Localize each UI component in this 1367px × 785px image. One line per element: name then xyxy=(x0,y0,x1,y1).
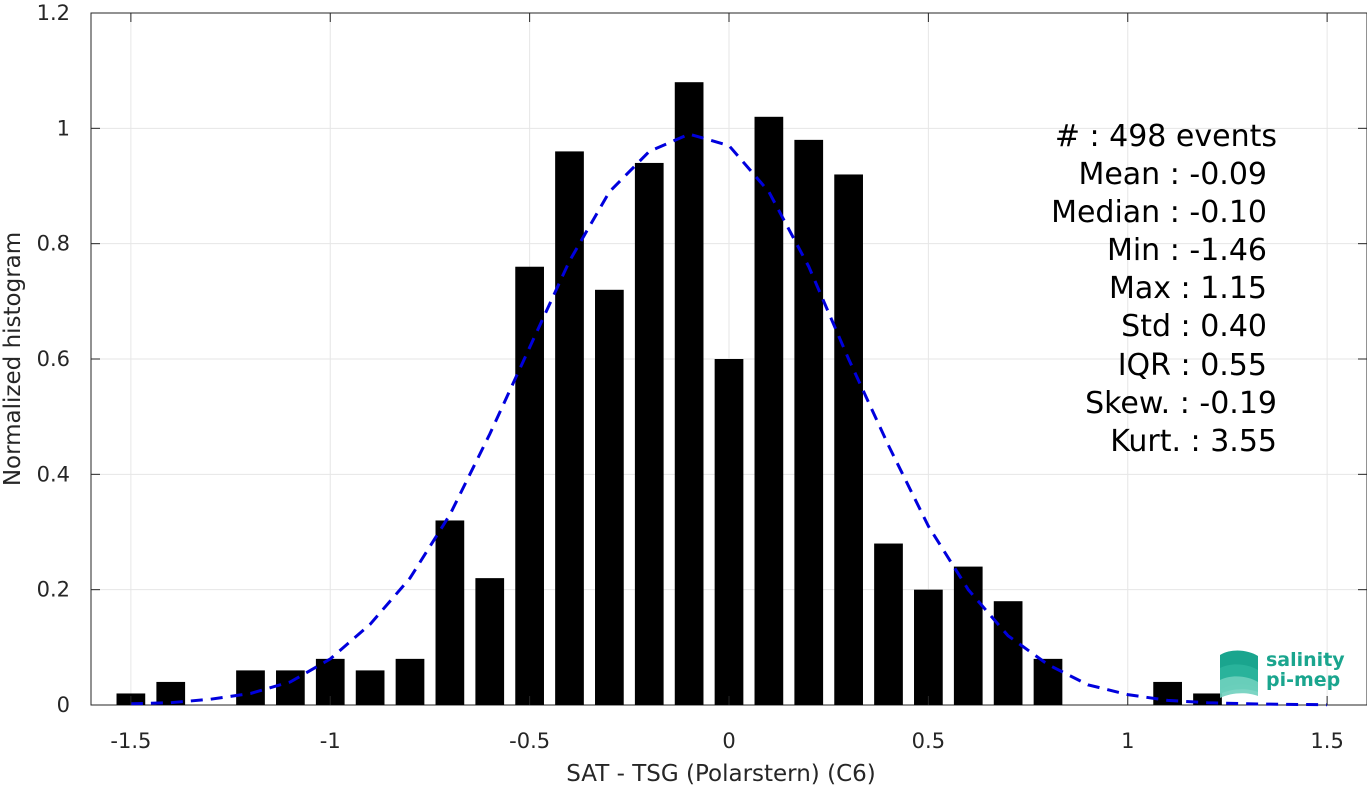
stat-std: Std : 0.40 xyxy=(1121,309,1267,344)
histogram-bar xyxy=(674,82,704,705)
histogram-bar xyxy=(355,670,385,705)
histogram-bar xyxy=(634,162,664,705)
x-tick-label: -0.5 xyxy=(509,729,550,753)
x-tick-label: 1 xyxy=(1121,729,1134,753)
stat-kurt: Kurt. : 3.55 xyxy=(1110,424,1277,459)
x-tick-label: -1.5 xyxy=(110,729,151,753)
salinity-pimep-logo: salinity pi-mep xyxy=(1220,649,1345,698)
histogram-bar xyxy=(834,174,863,705)
histogram-bar xyxy=(236,670,265,705)
axis-ticks xyxy=(91,12,1367,706)
histogram-bar xyxy=(714,359,744,705)
y-tick-label: 0.6 xyxy=(37,347,70,371)
statistics-box: # : 498 events Mean : -0.09 Median : -0.… xyxy=(1051,119,1277,459)
stat-mean: Mean : -0.09 xyxy=(1078,157,1267,192)
y-tick-label: 1.2 xyxy=(37,1,70,25)
histogram-bar xyxy=(794,139,824,705)
histogram-bar xyxy=(874,543,903,705)
y-tick-label: 0.4 xyxy=(37,462,70,486)
histogram-bar xyxy=(1193,693,1222,705)
y-tick-label: 1 xyxy=(57,116,70,140)
stat-iqr: IQR : 0.55 xyxy=(1118,348,1267,383)
gaussian-fit-curve xyxy=(130,132,1328,707)
x-axis-label: SAT - TSG (Polarstern) (C6) xyxy=(566,761,875,785)
y-tick-label: 0 xyxy=(57,693,70,717)
x-tick-label: -1 xyxy=(320,729,341,753)
histogram-bar xyxy=(515,266,544,705)
stat-median: Median : -0.10 xyxy=(1051,195,1267,230)
stat-count: # : 498 events xyxy=(1055,119,1277,154)
x-tick-label: 0.5 xyxy=(912,729,945,753)
stat-min: Min : -1.46 xyxy=(1107,233,1267,268)
histogram-bar xyxy=(1033,658,1063,705)
histogram-bar xyxy=(475,578,505,705)
histogram-bar xyxy=(595,289,624,705)
y-axis-label: Normalized histogram xyxy=(0,232,26,486)
histogram-bar xyxy=(1153,681,1182,705)
histogram-bar xyxy=(914,589,943,705)
histogram-bar xyxy=(276,670,305,705)
histogram-bar xyxy=(395,658,425,705)
logo-wave-icon-light xyxy=(1220,676,1258,698)
x-tick-label: 0 xyxy=(722,729,735,753)
histogram-bar xyxy=(435,520,465,705)
y-tick-labels: 0 0.2 0.4 0.6 0.8 1 1.2 xyxy=(37,1,70,717)
histogram-bar xyxy=(156,681,186,705)
x-tick-labels: -1.5 -1 -0.5 0 0.5 1 1.5 xyxy=(110,729,1343,753)
histogram-bar xyxy=(754,116,784,706)
x-tick-label: 1.5 xyxy=(1310,729,1343,753)
histogram-bar xyxy=(555,151,584,705)
logo-text-salinity: salinity xyxy=(1266,649,1345,671)
stat-max: Max : 1.15 xyxy=(1109,271,1267,306)
y-tick-label: 0.2 xyxy=(37,578,70,602)
stat-skew: Skew. : -0.19 xyxy=(1085,386,1277,421)
logo-text-pimep: pi-mep xyxy=(1266,669,1340,691)
bar-series xyxy=(116,82,1222,706)
y-tick-label: 0.8 xyxy=(37,232,70,256)
histogram-bar xyxy=(993,601,1023,705)
